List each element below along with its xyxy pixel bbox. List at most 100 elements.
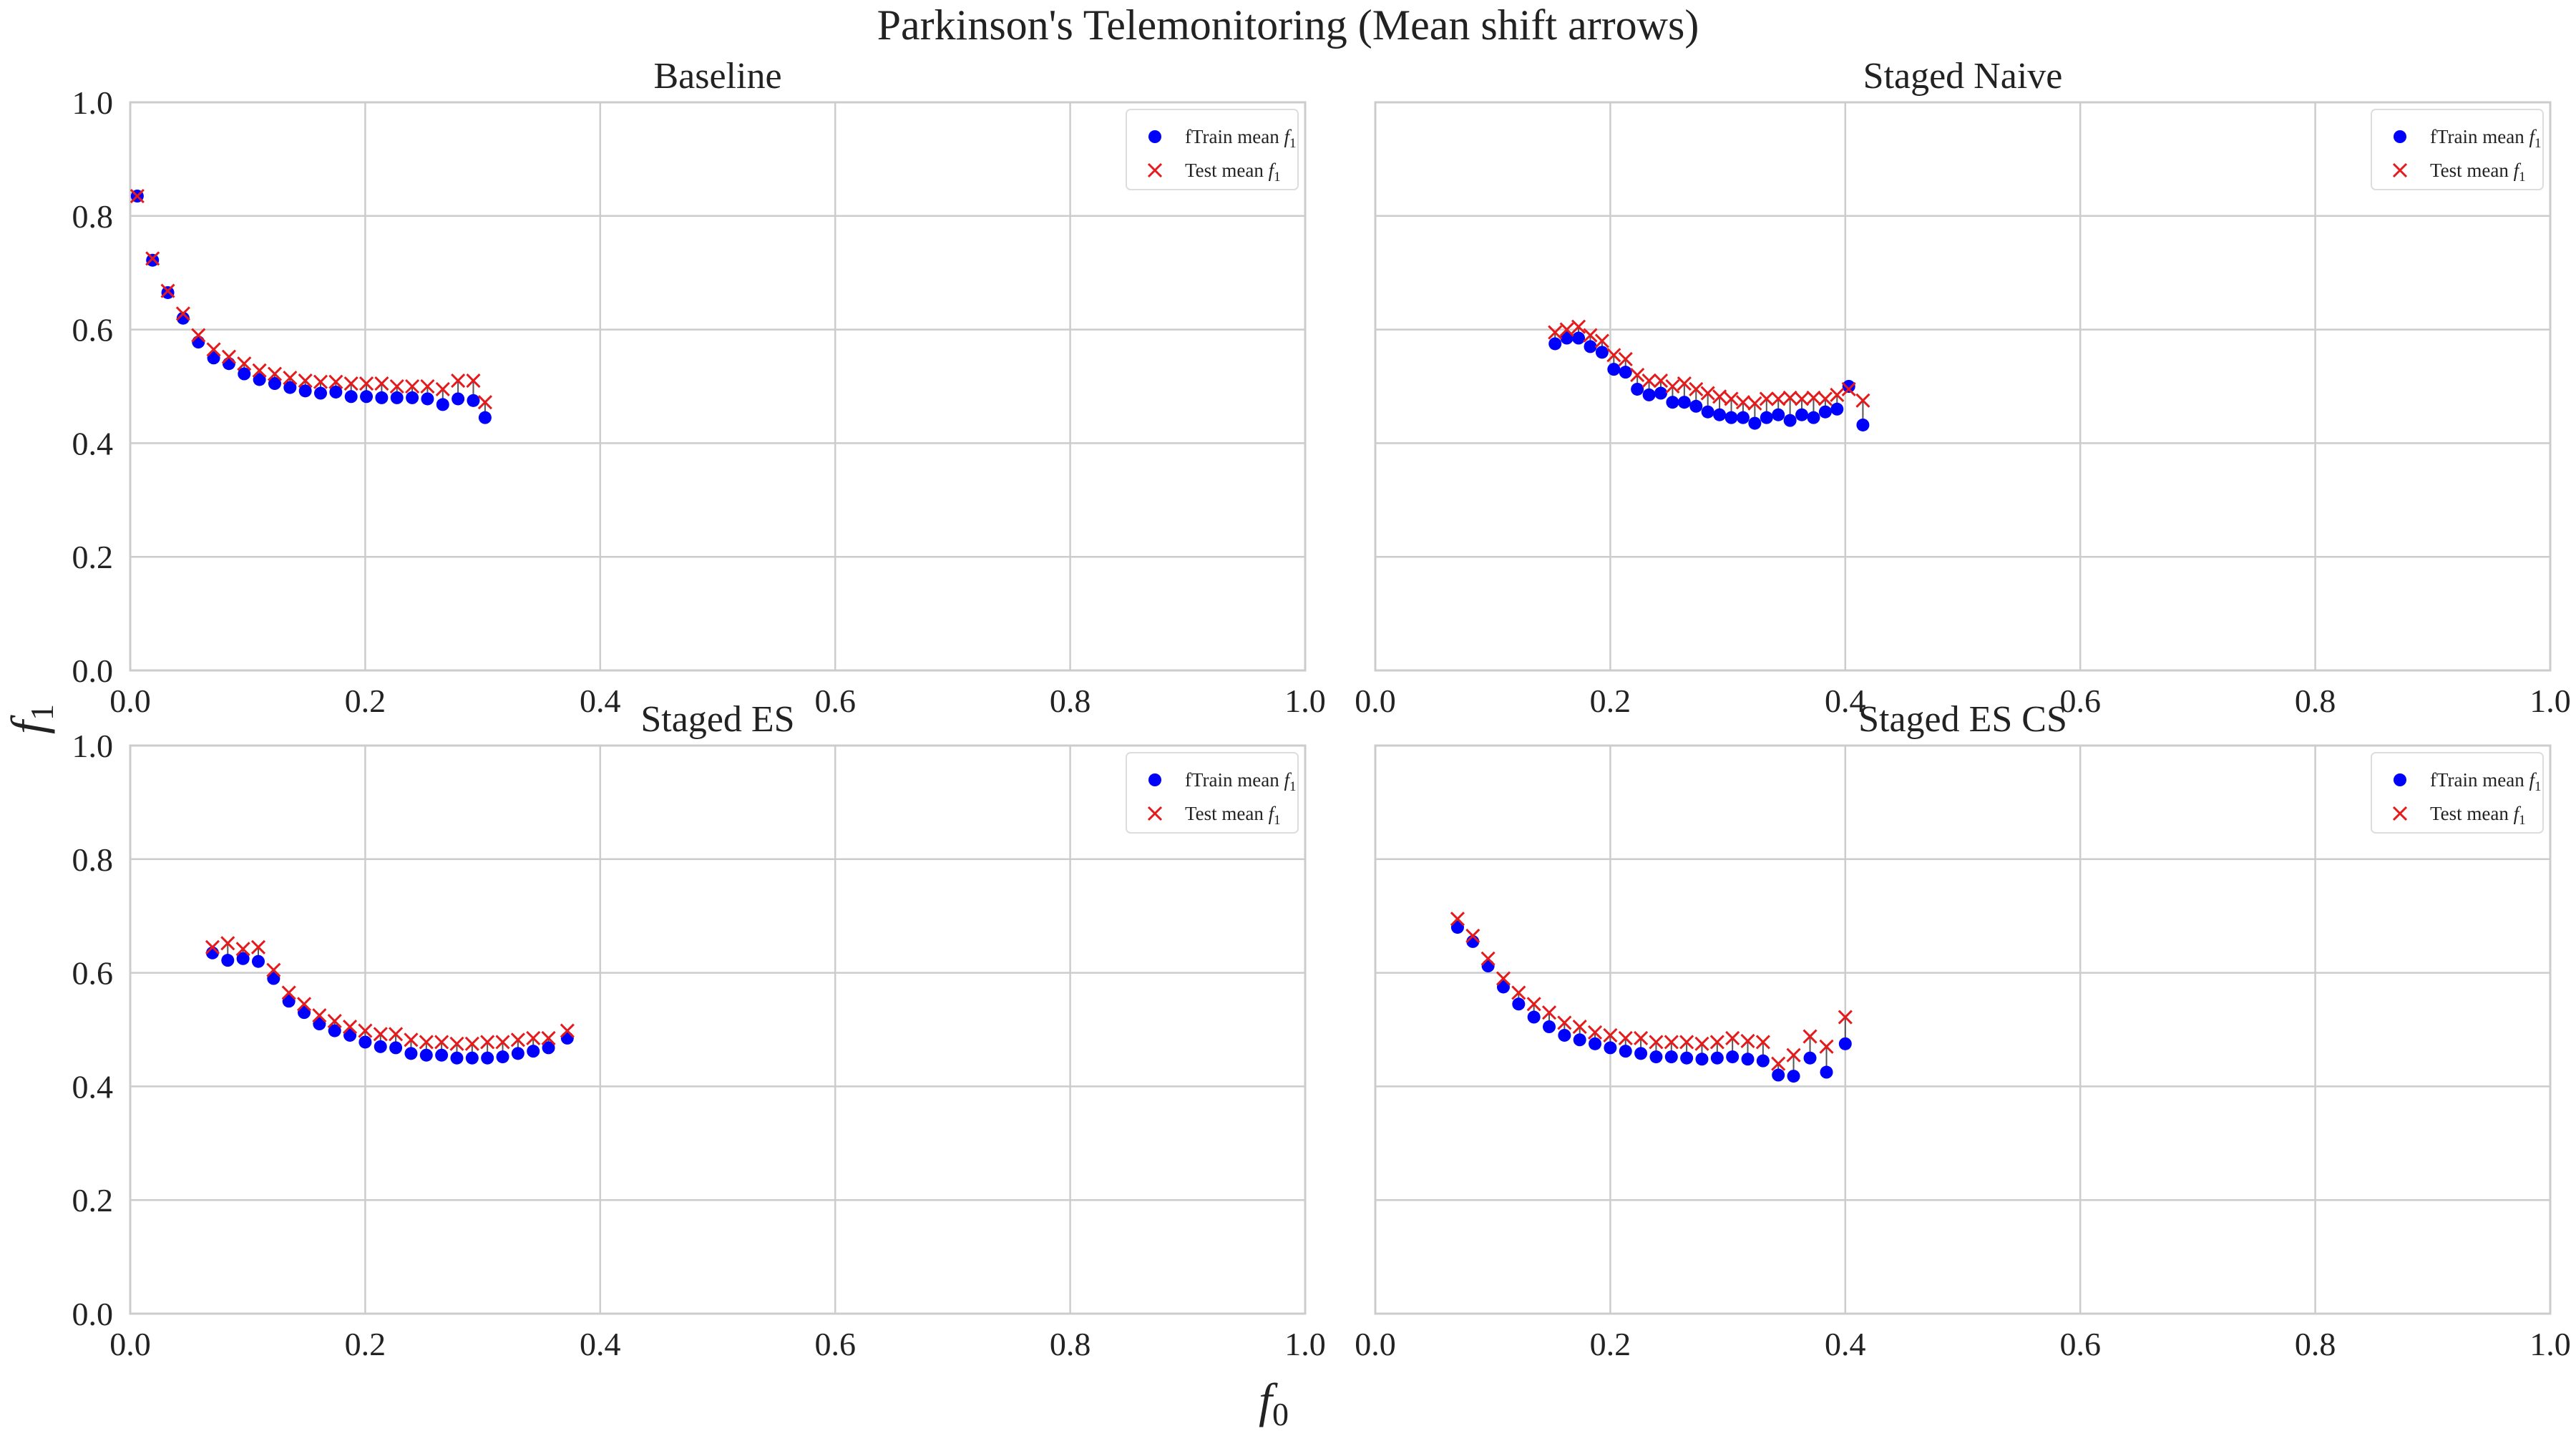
test-point [160,283,175,298]
test-point [1819,1039,1834,1054]
test-point [389,378,404,394]
test-point [1694,1036,1709,1051]
y-tick-label: 0.6 [72,312,114,348]
train-point [1512,997,1526,1011]
test-point [541,1030,556,1045]
legend-box [1126,752,1299,834]
y-axis-label: f1 [1,704,60,734]
x-tick-label: 0.4 [1825,683,1866,719]
legend-test-marker [1147,162,1163,178]
test-point [449,1036,464,1051]
test-point [1511,985,1526,1000]
x-tick-label: 0.2 [345,683,386,719]
train-point [1741,1053,1755,1066]
test-point [1759,391,1774,406]
y-tick-label: 1.0 [72,728,114,764]
train-point [282,995,296,1008]
train-point [207,351,220,365]
legend-test-label: Test mean f1 [1185,160,1281,185]
train-point [1619,1045,1632,1058]
train-point [1654,386,1668,400]
test-point [342,1019,358,1035]
test-point [252,363,267,378]
panels: Baseline 0.0 0.2 0.4 0.6 0.8 1.0 0.0 0.2 0.4 0.6 0.… [72,56,2571,1362]
plot-frame [129,101,1307,672]
x-tick-label: 0.0 [1355,1326,1396,1362]
x-tick-label: 0.8 [1050,683,1091,719]
test-point [1630,368,1645,383]
legend-train-label: fTrain mean f1 [2430,126,2542,151]
test-point [1587,1025,1603,1040]
x-tick-label: 0.4 [580,1326,621,1362]
x-tick-label: 0.0 [109,683,151,719]
test-point [358,1023,373,1038]
panel-title: Staged ES CS [1858,699,2067,740]
train-point [1772,408,1785,421]
test-point [1771,1056,1786,1071]
test-point [1709,1035,1724,1050]
test-point [205,939,220,954]
test-point [419,1035,434,1050]
test-point [343,376,358,391]
train-point [404,1047,418,1060]
y-tick-label: 0.2 [72,539,114,575]
test-point [281,985,296,1000]
train-point [1818,405,1832,419]
test-point [1634,1030,1649,1045]
train-point [1713,408,1727,421]
test-point [1855,393,1870,408]
train-point [238,367,251,381]
legend: fTrain mean f1 Test mean f1 [1126,109,1299,190]
train-point [1807,411,1820,424]
test-point [389,1027,404,1042]
test-point [1603,1027,1618,1043]
x-tick-label: 0.8 [2295,1326,2336,1362]
test-point [1838,1010,1853,1025]
test-point [1725,1030,1740,1045]
train-point [390,391,404,404]
train-point [1664,1050,1678,1064]
train-point [146,253,160,267]
test-point [1794,391,1810,406]
train-point [329,385,343,399]
test-point [221,349,236,364]
test-point [1618,351,1633,366]
plot-frame [129,744,1307,1315]
x-tick-label: 0.2 [345,1326,386,1362]
train-point [1677,396,1691,409]
train-point [1572,331,1586,345]
train-point [1820,1065,1833,1079]
test-point [435,381,450,397]
train-point [1787,1070,1800,1083]
test-point [1712,389,1727,404]
train-point [1642,388,1656,401]
test-point [1572,1019,1587,1035]
train-point [1803,1051,1817,1065]
test-point [560,1023,575,1038]
train-point [406,391,419,404]
train-point [267,972,280,985]
test-point [1665,378,1680,394]
train-point [478,411,492,424]
legend-test-label: Test mean f1 [2430,160,2526,185]
train-point [1736,411,1750,424]
legend-box [1126,109,1299,190]
train-point [343,1028,357,1042]
legend-train-label: fTrain mean f1 [2430,769,2542,794]
legend-test-marker [2392,162,2408,178]
x-tick-label: 0.4 [1825,1326,1866,1362]
train-point [1558,1028,1571,1042]
legend-test-label: Test mean f1 [1185,803,1281,828]
train-point [236,952,250,965]
train-point [1631,382,1644,396]
test-point [1606,348,1621,363]
test-point [250,939,266,954]
test-point [358,376,374,391]
train-point [511,1047,525,1060]
train-point [465,1051,479,1065]
test-point [1664,1035,1679,1050]
test-point [145,251,160,266]
test-point [175,306,190,321]
legend-box [2371,752,2544,834]
test-point [1571,319,1586,334]
